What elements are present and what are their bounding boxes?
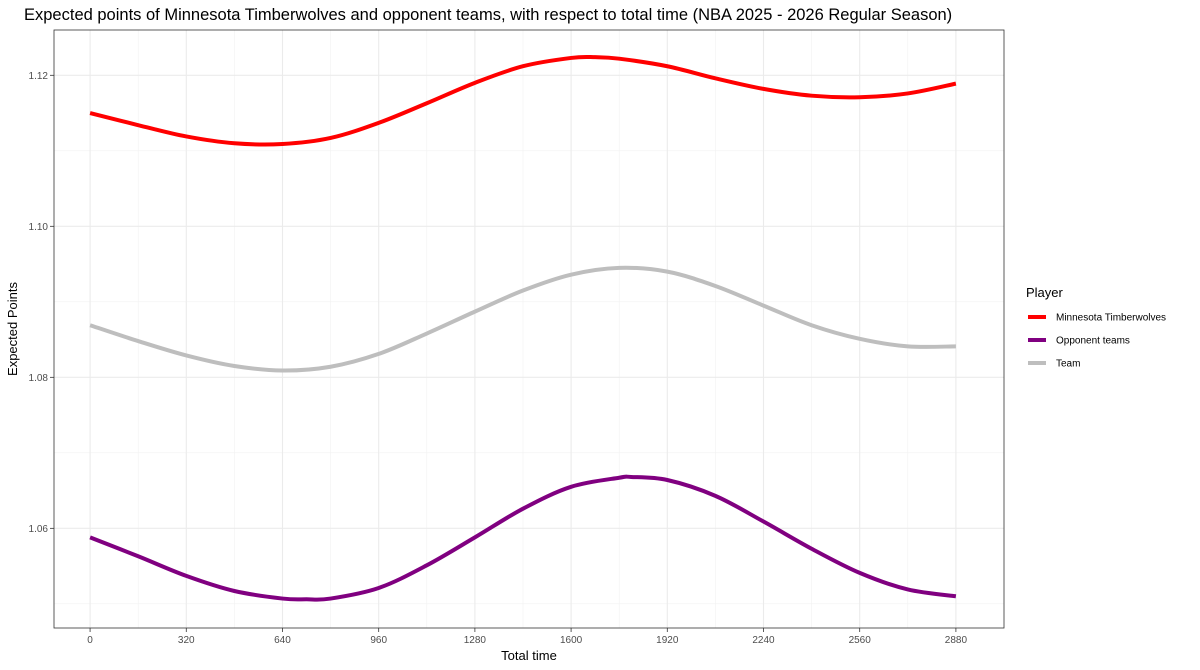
series-line-team xyxy=(89,265,956,373)
x-tick-label: 2240 xyxy=(752,635,775,646)
x-tick-label: 960 xyxy=(370,635,387,646)
legend: Player Minnesota Timberwolves Opponent te… xyxy=(1026,285,1166,370)
chart-title: Expected points of Minnesota Timberwolve… xyxy=(24,6,952,24)
series-line-opponent-teams xyxy=(89,474,957,602)
x-tick-label: 1280 xyxy=(464,635,487,646)
y-tick-label: 1.12 xyxy=(29,71,49,82)
x-tick-label: 1920 xyxy=(656,635,679,646)
legend-title: Player xyxy=(1026,285,1064,300)
series-lines xyxy=(89,54,957,602)
major-grid xyxy=(54,30,1004,628)
y-axis-ticks: 1.06 1.08 1.10 1.12 xyxy=(29,71,54,535)
legend-label-team: Team xyxy=(1056,359,1080,370)
x-tick-label: 0 xyxy=(87,635,93,646)
y-axis-title: Expected Points xyxy=(5,282,20,376)
legend-label-opponent-teams: Opponent teams xyxy=(1056,336,1130,347)
x-tick-label: 640 xyxy=(274,635,291,646)
y-tick-label: 1.08 xyxy=(29,373,49,384)
x-tick-label: 1600 xyxy=(560,635,583,646)
legend-label-minnesota-timberwolves: Minnesota Timberwolves xyxy=(1056,313,1166,324)
minor-grid xyxy=(54,30,1004,628)
x-tick-label: 2560 xyxy=(849,635,872,646)
x-tick-label: 2880 xyxy=(945,635,968,646)
x-axis-title: Total time xyxy=(501,648,557,663)
y-tick-label: 1.06 xyxy=(29,524,49,535)
y-tick-label: 1.10 xyxy=(29,222,49,233)
plot-panel-border xyxy=(53,29,1005,629)
series-line-minnesota-timberwolves xyxy=(89,54,957,147)
x-axis-ticks: 0 320 640 960 1280 1600 1920 2240 2560 2880 xyxy=(87,628,967,646)
x-tick-label: 320 xyxy=(178,635,195,646)
